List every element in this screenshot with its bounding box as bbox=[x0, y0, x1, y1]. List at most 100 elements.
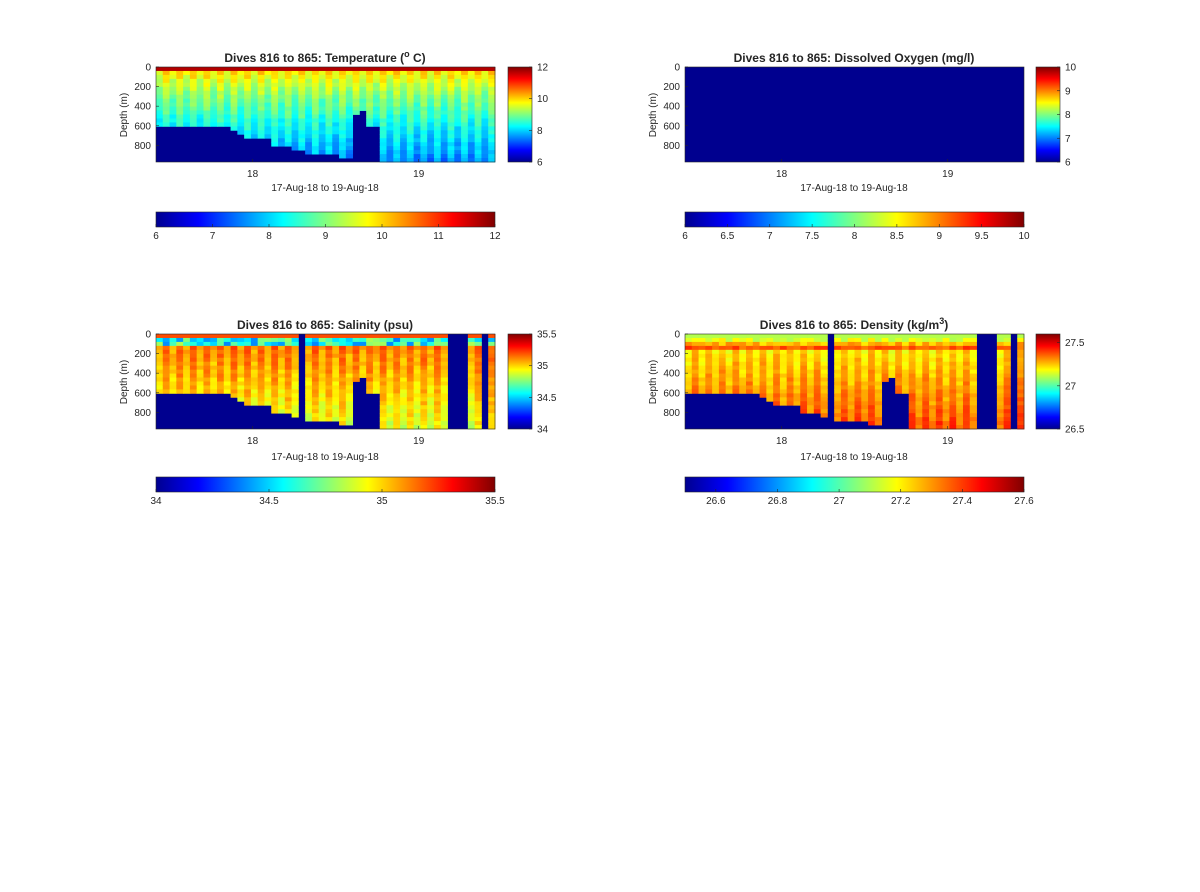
heatmap-cell bbox=[311, 67, 320, 72]
heatmap-cell bbox=[325, 417, 333, 422]
heatmap-cell bbox=[393, 106, 401, 111]
heatmap-cell bbox=[278, 401, 286, 406]
heatmap-cell bbox=[264, 345, 272, 351]
heatmap-cell bbox=[318, 349, 326, 355]
dive-profile bbox=[203, 334, 211, 394]
heatmap-cell bbox=[223, 94, 231, 100]
heatmap-cell bbox=[433, 405, 442, 410]
heatmap-cell bbox=[271, 78, 279, 84]
heatmap-cell bbox=[406, 86, 415, 92]
heatmap-cell bbox=[305, 385, 313, 390]
heatmap-cell bbox=[840, 341, 849, 347]
heatmap-cell bbox=[311, 353, 320, 359]
heatmap-cell bbox=[840, 345, 849, 351]
heatmap-cell bbox=[271, 349, 279, 355]
heatmap-cell bbox=[332, 341, 340, 347]
heatmap-cell bbox=[949, 369, 957, 374]
heatmap-cell bbox=[759, 345, 767, 351]
heatmap-cell bbox=[942, 397, 950, 402]
heatmap-cell bbox=[461, 122, 469, 127]
heatmap-cell bbox=[956, 353, 964, 359]
heatmap-cell bbox=[291, 138, 299, 143]
heatmap-cell bbox=[366, 349, 374, 355]
heatmap-cell bbox=[379, 82, 387, 88]
heatmap-cell bbox=[467, 74, 476, 80]
heatmap-cell bbox=[427, 357, 435, 363]
heatmap-cell bbox=[325, 126, 333, 131]
heatmap-cell bbox=[189, 349, 198, 355]
heatmap-cell bbox=[440, 70, 448, 76]
colorbar-tick-label: 9 bbox=[936, 231, 942, 242]
heatmap-cell bbox=[406, 409, 415, 414]
heatmap-cell bbox=[739, 337, 747, 343]
heatmap-cell bbox=[474, 102, 482, 107]
heatmap-cell bbox=[189, 377, 198, 382]
heatmap-cell bbox=[766, 381, 774, 386]
heatmap-cell bbox=[996, 377, 1005, 382]
heatmap-cell bbox=[278, 130, 286, 135]
heatmap-cell bbox=[834, 337, 842, 343]
heatmap-cell bbox=[813, 389, 821, 394]
heatmap-cell bbox=[366, 118, 374, 123]
dive-profile bbox=[712, 334, 720, 394]
heatmap-cell bbox=[325, 397, 333, 402]
heatmap-cell bbox=[813, 373, 821, 378]
heatmap-cell bbox=[203, 74, 211, 80]
heatmap-cell bbox=[284, 405, 292, 410]
heatmap-cell bbox=[908, 369, 916, 374]
heatmap-cell bbox=[400, 70, 408, 76]
heatmap-cell bbox=[169, 98, 177, 104]
heatmap-cell bbox=[488, 106, 496, 111]
heatmap-cell bbox=[440, 353, 448, 359]
dive-profile bbox=[732, 334, 740, 394]
heatmap-cell bbox=[311, 86, 320, 92]
heatmap-cell bbox=[278, 357, 286, 363]
heatmap-cell bbox=[345, 126, 354, 131]
heatmap-cell bbox=[406, 425, 415, 430]
heatmap-cell bbox=[813, 381, 821, 386]
heatmap-cell bbox=[1003, 334, 1011, 339]
heatmap-cell bbox=[474, 385, 482, 390]
heatmap-cell bbox=[746, 381, 754, 386]
heatmap-cell bbox=[467, 365, 476, 371]
heatmap-cell bbox=[345, 373, 354, 378]
heatmap-cell bbox=[420, 94, 428, 100]
heatmap-cell bbox=[868, 397, 876, 402]
heatmap-cell bbox=[949, 425, 957, 430]
heatmap-cell bbox=[400, 82, 408, 88]
heatmap-cell bbox=[339, 385, 347, 390]
heatmap-cell bbox=[874, 365, 883, 371]
heatmap-cell bbox=[271, 90, 279, 96]
dive-profile bbox=[156, 334, 164, 394]
heatmap-cell bbox=[393, 146, 401, 151]
colorbar-tick-label: 11 bbox=[433, 231, 444, 242]
heatmap-cell bbox=[339, 413, 347, 418]
heatmap-cell bbox=[752, 377, 760, 382]
heatmap-cell bbox=[257, 334, 265, 339]
heatmap-cell bbox=[759, 337, 767, 343]
heatmap-cell bbox=[908, 425, 916, 430]
heatmap-cell bbox=[1017, 405, 1025, 410]
heatmap-cell bbox=[908, 345, 916, 351]
heatmap-cell bbox=[915, 413, 923, 418]
heatmap-cell bbox=[868, 353, 876, 359]
heatmap-cell bbox=[474, 337, 482, 343]
heatmap-cell bbox=[162, 377, 170, 382]
heatmap-cell bbox=[420, 74, 428, 80]
heatmap-cell bbox=[366, 381, 374, 386]
heatmap-cell bbox=[949, 341, 957, 347]
heatmap-cell bbox=[379, 421, 387, 426]
heatmap-cell bbox=[420, 126, 428, 131]
heatmap-cell bbox=[793, 357, 801, 363]
heatmap-cell bbox=[929, 341, 937, 347]
heatmap-cell bbox=[895, 357, 903, 363]
heatmap-cell bbox=[284, 110, 292, 115]
heatmap-cell bbox=[874, 377, 883, 382]
heatmap-cell bbox=[935, 357, 944, 363]
heatmap-cell bbox=[861, 349, 869, 355]
heatmap-cell bbox=[746, 369, 754, 374]
heatmap-cell bbox=[264, 389, 272, 394]
plot-frame bbox=[155, 333, 496, 430]
heatmap-cell bbox=[169, 357, 177, 363]
heatmap-cell bbox=[352, 78, 360, 84]
